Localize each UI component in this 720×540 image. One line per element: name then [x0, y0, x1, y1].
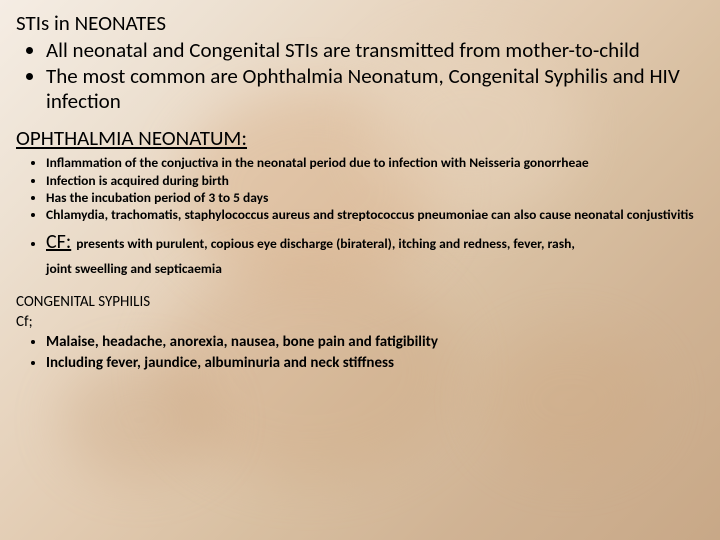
cf-bullet: CF: presents with purulent, copious eye … [46, 229, 704, 256]
cf-text: presents with purulent, copious eye disc… [76, 235, 575, 252]
list-item: Has the incubation period of 3 to 5 days [46, 189, 704, 206]
congenital-syphilis-cf-label: Cf; [16, 312, 704, 332]
cf-label: CF: [46, 230, 71, 254]
list-item: Chlamydia, trachomatis, staphylococcus a… [46, 206, 704, 223]
slide: STIs in NEONATES All neonatal and Congen… [0, 0, 720, 540]
list-item: Including fever, jaundice, albuminuria a… [46, 353, 704, 373]
main-bullet-list: All neonatal and Congenital STIs are tra… [16, 38, 704, 115]
congenital-syphilis-bullet-list: Malaise, headache, anorexia, nausea, bon… [16, 332, 704, 373]
list-item: Malaise, headache, anorexia, nausea, bon… [46, 332, 704, 352]
list-item: Inflammation of the conjuctiva in the ne… [46, 154, 704, 171]
ophthalmia-bullet-list: Inflammation of the conjuctiva in the ne… [16, 154, 704, 223]
slide-title: STIs in NEONATES [16, 10, 704, 36]
section-heading-ophthalmia: OPHTHALMIA NEONATUM: [16, 125, 704, 152]
congenital-syphilis-block: CONGENITAL SYPHILIS Cf; Malaise, headach… [16, 292, 704, 373]
cf-continuation: joint sweelling and septicaemia [46, 260, 704, 278]
main-bullet: All neonatal and Congenital STIs are tra… [46, 38, 704, 64]
slide-content: STIs in NEONATES All neonatal and Congen… [16, 10, 704, 373]
cf-bullet-list: CF: presents with purulent, copious eye … [16, 229, 704, 256]
congenital-syphilis-title: CONGENITAL SYPHILIS [16, 292, 704, 312]
main-bullet: The most common are Ophthalmia Neonatum,… [46, 64, 704, 115]
bg-blob [60, 360, 220, 480]
list-item: Infection is acquired during birth [46, 172, 704, 189]
